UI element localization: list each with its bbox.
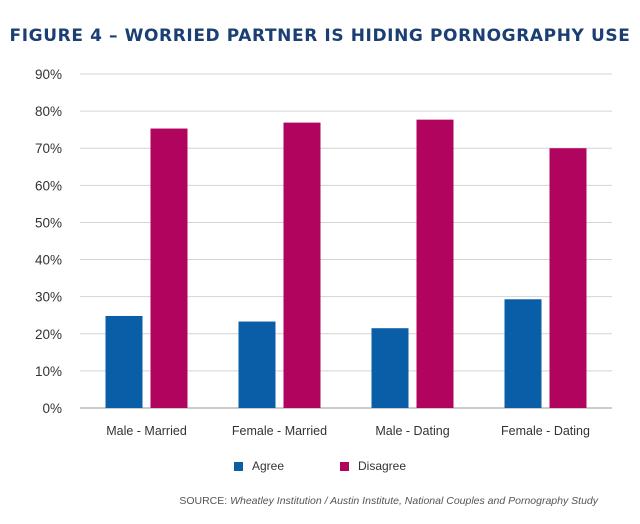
bars — [105, 119, 587, 409]
x-category-label: Male - Dating — [375, 424, 449, 438]
bar-agree-2 — [238, 321, 276, 408]
x-axis-categories: Male - Married Female - Married Male - Dat… — [106, 424, 590, 438]
legend-item-agree: Agree — [233, 459, 284, 473]
y-tick-label: 70% — [35, 141, 62, 156]
legend-label-agree: Agree — [251, 459, 284, 473]
source-note: SOURCE: Wheatley Institution / Austin In… — [179, 495, 598, 507]
legend: Agree Disagree — [0, 459, 640, 473]
y-tick-label: 10% — [35, 364, 62, 379]
chart-title: FIGURE 4 – WORRIED PARTNER IS HIDING POR… — [9, 26, 631, 46]
bar-agree-4 — [504, 299, 542, 408]
bar-agree-3 — [371, 328, 409, 408]
y-axis-ticks: 0% 10% 20% 30% 40% 50% 60% 70% 80% 90% — [35, 67, 62, 416]
source-text: Wheatley Institution / Austin Institute,… — [230, 495, 598, 507]
x-category-label: Female - Married — [232, 424, 327, 438]
bar-disagree-4 — [549, 148, 587, 408]
y-tick-label: 20% — [35, 327, 62, 342]
x-category-label: Female - Dating — [501, 424, 590, 438]
legend-item-disagree: Disagree — [340, 459, 406, 473]
source-label: SOURCE: — [179, 495, 228, 507]
legend-swatch-disagree — [340, 461, 349, 471]
legend-label-disagree: Disagree — [358, 459, 407, 473]
y-tick-label: 50% — [35, 215, 62, 230]
legend-swatch-agree — [233, 461, 243, 471]
y-tick-label: 40% — [35, 253, 62, 268]
bar-disagree-2 — [283, 122, 321, 409]
y-tick-label: 0% — [42, 401, 62, 416]
y-tick-label: 60% — [35, 178, 62, 193]
bar-agree-1 — [105, 315, 143, 408]
y-tick-label: 30% — [35, 290, 62, 305]
bar-disagree-3 — [416, 119, 454, 408]
bar-disagree-1 — [150, 128, 188, 408]
x-category-label: Male - Married — [106, 424, 187, 438]
y-tick-label: 90% — [35, 67, 62, 82]
y-tick-label: 80% — [35, 104, 62, 119]
